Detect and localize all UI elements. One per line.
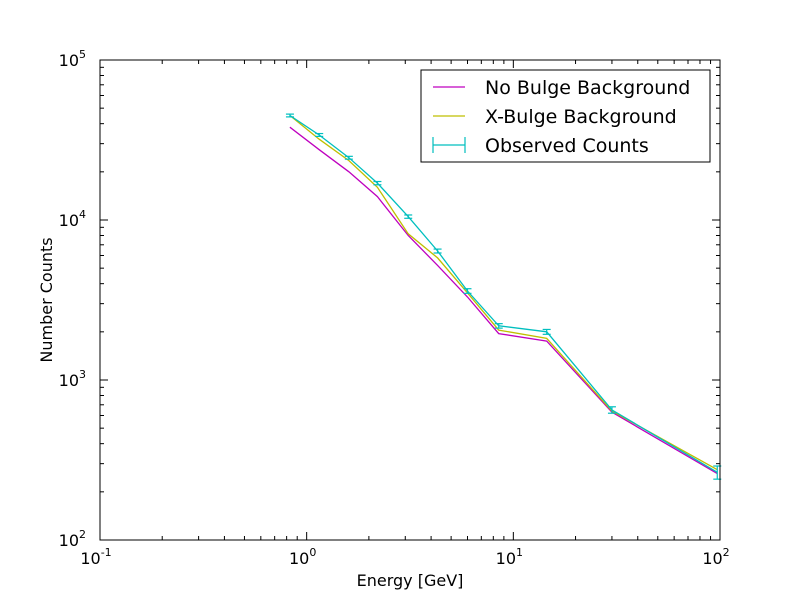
legend-label: No Bulge Background: [485, 77, 690, 99]
legend-label: Observed Counts: [485, 135, 649, 157]
series-line-x-bulge-background: [289, 114, 718, 471]
plot-frame: [99, 59, 721, 541]
error-bar: [433, 248, 442, 254]
x-tick-label: 100: [289, 546, 316, 568]
error-bar: [344, 155, 353, 160]
legend-item-no-bulge-background: No Bulge Background: [433, 77, 690, 99]
legend-item-x-bulge-background: X-Bulge Background: [433, 106, 677, 128]
error-bar: [463, 288, 472, 294]
x-tick-label: 101: [496, 546, 523, 568]
tick-layer: 10-1 100 101 102 102 103 104 105: [59, 48, 730, 568]
x-tick-label: 102: [702, 546, 729, 568]
series-no-bulge-background: [289, 126, 718, 475]
legend: No Bulge Background X-Bulge Background Obs…: [420, 69, 711, 163]
series-line-observed-counts: [289, 114, 718, 473]
legend-label: X-Bulge Background: [485, 106, 677, 128]
error-bar: [542, 328, 551, 335]
error-bar: [494, 323, 503, 329]
x-axis-label: Energy [GeV]: [357, 571, 464, 590]
error-bar: [373, 180, 382, 186]
series-x-bulge-background: [289, 114, 718, 471]
series-layer: [285, 113, 722, 480]
y-tick-label: 105: [59, 48, 86, 70]
x-tick-label: 10-1: [80, 546, 111, 568]
error-bar: [607, 406, 616, 414]
legend-item-observed-counts: Observed Counts: [432, 135, 649, 157]
series-observed-counts: [285, 113, 722, 480]
y-tick-label: 102: [59, 528, 86, 550]
y-tick-label: 103: [59, 368, 86, 390]
error-bar: [404, 214, 413, 219]
series-line-no-bulge-background: [289, 126, 718, 475]
error-bar: [315, 132, 324, 138]
legend-box: [420, 69, 711, 163]
error-bar: [285, 113, 294, 118]
y-axis-label: Number Counts: [37, 237, 56, 362]
y-tick-label: 104: [59, 208, 86, 230]
